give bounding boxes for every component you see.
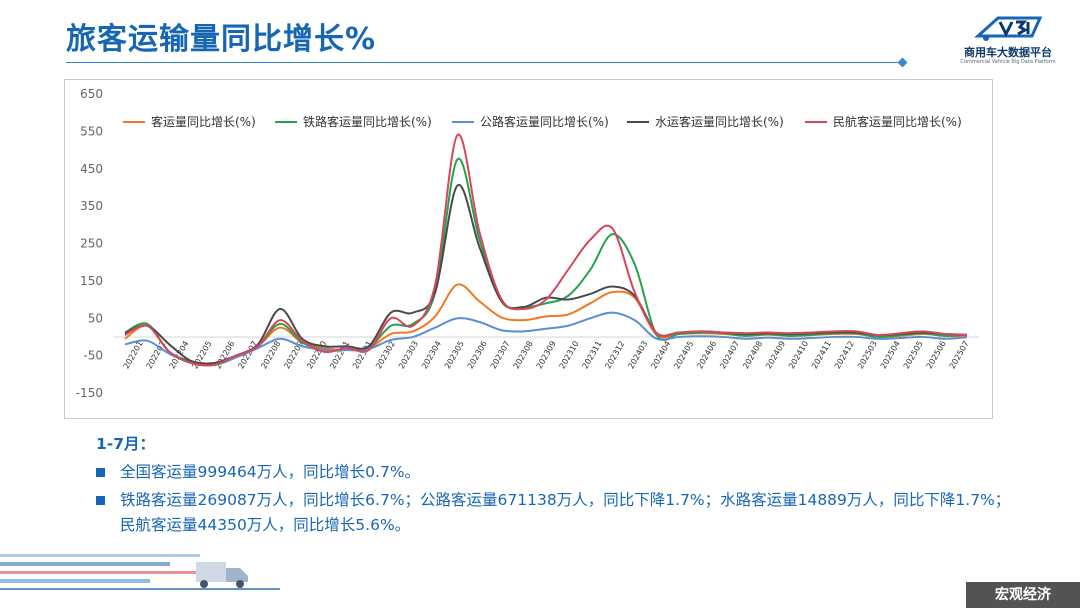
- section-badge: 宏观经济: [966, 582, 1080, 608]
- x-tick-label: 202506: [925, 339, 948, 370]
- note-text-2: 铁路客运量269087万人，同比增长6.7%；公路客运量671138万人，同比下…: [120, 491, 1011, 534]
- x-tick-label: 202208: [259, 339, 282, 370]
- x-tick-label: 202306: [466, 339, 489, 370]
- notes-heading: 1-7月：: [96, 435, 156, 453]
- x-tick-label: 202209: [282, 339, 305, 370]
- summary-notes: 1-7月： 全国客运量999464万人，同比增长0.7%。 铁路客运量26908…: [96, 432, 1016, 541]
- x-tick-label: 202206: [213, 339, 236, 370]
- logo-english-text: Commercial Vehicle Big Data Platform: [960, 59, 1056, 65]
- x-tick-label: 202303: [397, 339, 420, 370]
- x-tick-label: 202302: [374, 339, 397, 370]
- x-tick-label: 202503: [856, 339, 879, 370]
- x-tick-label: 202410: [787, 339, 810, 370]
- series-line-3: [124, 311, 968, 367]
- legend-label: 民航客运量同比增长(%): [833, 114, 962, 129]
- x-tick-label: 202307: [489, 339, 512, 370]
- x-tick-label: 202211: [328, 339, 351, 370]
- y-tick-label: -150: [76, 386, 103, 400]
- line-chart: -150 -50 50 150 250 350 450 550 650 202201 202202…: [64, 79, 993, 419]
- x-tick-label: 202404: [649, 339, 672, 370]
- chart-legend: 客运量同比增长(%) 铁路客运量同比增长(%) 公路客运量同比增长(%) 水运客运量同…: [123, 114, 962, 129]
- x-tick-label: 202305: [443, 339, 466, 370]
- x-tick-label: 202308: [512, 339, 535, 370]
- x-tick-label: 202411: [810, 339, 833, 370]
- x-tick-label: 202405: [672, 339, 695, 370]
- bullet-square-icon: [96, 496, 105, 505]
- x-tick-label: 202310: [558, 339, 581, 370]
- y-tick-label: -50: [83, 349, 103, 363]
- truck-decoration: [0, 554, 280, 590]
- logo-chinese-text: 商用车大数据平台: [964, 46, 1052, 59]
- y-tick-label: 150: [80, 274, 103, 288]
- note-bullet-2: 铁路客运量269087万人，同比增长6.7%；公路客运量671138万人，同比下…: [96, 488, 1016, 538]
- note-bullet-1: 全国客运量999464万人，同比增长0.7%。: [96, 460, 1016, 485]
- x-tick-label: 202312: [603, 339, 626, 370]
- x-tick-label: 202505: [902, 339, 925, 370]
- y-tick-label: 650: [80, 87, 103, 101]
- x-tick-label: 202507: [948, 339, 971, 370]
- title-divider: [66, 62, 904, 63]
- y-tick-label: 350: [80, 199, 103, 213]
- title-divider-diamond: [897, 57, 908, 68]
- x-tick-label: 202412: [833, 339, 856, 370]
- platform-logo: 商用车大数据平台 Commercial Vehicle Big Data Pla…: [956, 14, 1060, 66]
- legend-label: 铁路客运量同比增长(%): [303, 114, 432, 129]
- y-tick-label: 50: [88, 311, 103, 325]
- y-axis: -150 -50 50 150 250 350 450 550 650: [76, 87, 103, 400]
- y-tick-label: 250: [80, 237, 103, 251]
- legend-label: 客运量同比增长(%): [151, 114, 256, 129]
- x-tick-label: 202304: [420, 339, 443, 370]
- x-tick-label: 202311: [581, 339, 604, 370]
- series-lines: [124, 133, 968, 367]
- series-line-5: [124, 133, 968, 367]
- x-tick-label: 202406: [695, 339, 718, 370]
- legend-label: 公路客运量同比增长(%): [480, 114, 609, 129]
- y-tick-label: 450: [80, 162, 103, 176]
- note-text-1: 全国客运量999464万人，同比增长0.7%。: [120, 463, 421, 481]
- bullet-square-icon: [96, 468, 105, 477]
- x-tick-label: 202408: [741, 339, 764, 370]
- v3-logo-icon: [974, 16, 1043, 41]
- x-tick-label: 202403: [626, 339, 649, 370]
- y-tick-label: 550: [80, 124, 103, 138]
- x-tick-label: 202407: [718, 339, 741, 370]
- x-tick-label: 202309: [535, 339, 558, 370]
- legend-label: 水运客运量同比增长(%): [655, 114, 784, 129]
- x-tick-label: 202409: [764, 339, 787, 370]
- x-tick-label: 202504: [879, 339, 902, 370]
- slide-title: 旅客运输量同比增长%: [66, 22, 377, 57]
